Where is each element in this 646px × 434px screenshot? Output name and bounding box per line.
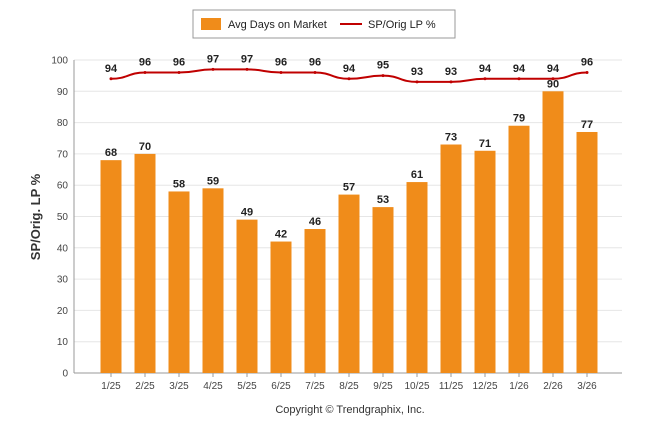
line-value-label: 94	[479, 63, 492, 75]
line-point	[313, 71, 317, 75]
bar	[202, 188, 224, 373]
line-point	[177, 71, 181, 75]
x-tick-label: 6/25	[271, 381, 291, 392]
line-point	[347, 77, 351, 81]
line-point	[517, 77, 521, 81]
line-point	[483, 77, 487, 81]
y-tick-label: 80	[57, 118, 69, 129]
label-layer: 68 70 58 59 49 42 46 57 53 61 73 71 79 90 77 94 96 96 97 97…	[105, 53, 593, 240]
y-tick-label: 90	[57, 87, 69, 98]
y-tick-label: 0	[62, 369, 68, 380]
x-tick-label: 3/26	[577, 381, 597, 392]
y-tick-label: 70	[57, 149, 69, 160]
y-axis-label: SP/Orig. LP %	[28, 173, 43, 260]
legend-line-label: SP/Orig LP %	[368, 19, 436, 31]
x-tick-label: 3/25	[169, 381, 189, 392]
line-point	[143, 71, 147, 75]
bar-value-label: 77	[581, 119, 593, 131]
line-value-label: 94	[343, 63, 356, 75]
bar-value-label: 73	[445, 132, 457, 144]
y-tick-label: 40	[57, 243, 69, 254]
bar	[304, 229, 326, 373]
line-point	[381, 74, 385, 78]
legend-bar-label: Avg Days on Market	[228, 19, 327, 31]
bar	[406, 182, 428, 373]
x-tick-label: 2/26	[543, 381, 563, 392]
bar-value-label: 79	[513, 113, 525, 125]
line-value-label: 96	[309, 57, 321, 69]
line-value-label: 96	[139, 57, 151, 69]
bar-value-label: 49	[241, 207, 253, 219]
bar-value-label: 90	[547, 78, 559, 90]
legend-box	[192, 9, 456, 39]
x-tick-label: 4/25	[203, 381, 223, 392]
bar-value-label: 59	[207, 175, 219, 187]
bar-value-label: 42	[275, 229, 287, 241]
y-tick-label: 10	[57, 337, 69, 348]
bar	[236, 219, 258, 373]
bar	[372, 207, 394, 373]
x-tick-label: 7/25	[305, 381, 325, 392]
bar	[576, 131, 598, 373]
line-point	[245, 67, 249, 71]
y-tick-label: 20	[57, 306, 69, 317]
line-point	[585, 71, 589, 75]
line-value-label: 94	[513, 63, 526, 75]
x-tick-label: 2/25	[135, 381, 155, 392]
line-value-label: 93	[445, 66, 457, 78]
x-tick-label: 8/25	[339, 381, 359, 392]
y-tick-label: 30	[57, 275, 69, 286]
bar	[542, 91, 564, 374]
line-value-label: 94	[105, 63, 118, 75]
bar	[168, 191, 190, 373]
x-tick-label: 12/25	[472, 381, 497, 392]
x-tick-label: 9/25	[373, 381, 393, 392]
line-value-label: 97	[241, 53, 253, 65]
line-point	[449, 80, 453, 84]
line-value-label: 97	[207, 53, 219, 65]
y-tick-label: 100	[51, 56, 68, 67]
bar	[440, 144, 462, 373]
bar	[474, 150, 496, 373]
x-tick-label: 1/25	[101, 381, 121, 392]
bar	[134, 153, 156, 373]
line-layer	[109, 67, 589, 84]
bar	[508, 125, 530, 373]
bar-value-label: 68	[105, 147, 117, 159]
bar-value-label: 57	[343, 182, 355, 194]
line-value-label: 94	[547, 63, 560, 75]
line-value-label: 96	[275, 57, 287, 69]
bar-layer	[100, 91, 598, 374]
bar-value-label: 58	[173, 178, 185, 190]
bar	[270, 241, 292, 373]
bar	[338, 194, 360, 373]
x-tick-label: 11/25	[439, 381, 464, 392]
line-value-label: 95	[377, 60, 389, 72]
line-value-label: 93	[411, 66, 423, 78]
legend: Avg Days on Market SP/Orig LP %	[192, 9, 456, 39]
line-point	[211, 67, 215, 71]
legend-bar-swatch	[201, 18, 221, 30]
line-point	[415, 80, 419, 84]
bar	[100, 160, 122, 373]
bar-value-label: 61	[411, 169, 423, 181]
line-value-label: 96	[173, 57, 185, 69]
line-value-label: 96	[581, 57, 593, 69]
axis-layer: 0 10 20 30 40 50 60 70 80 90 100 1/25 2/25 3/25 4/25 5/…	[51, 56, 622, 392]
x-tick-label: 10/25	[404, 381, 429, 392]
line-point	[279, 71, 283, 75]
x-tick-label: 5/25	[237, 381, 257, 392]
y-tick-label: 60	[57, 181, 69, 192]
bar-value-label: 46	[309, 216, 321, 228]
bar-value-label: 70	[139, 141, 151, 153]
line-point	[109, 77, 113, 81]
bar-value-label: 71	[479, 138, 491, 150]
line-point	[551, 77, 555, 81]
y-tick-label: 50	[57, 212, 69, 223]
x-tick-label: 1/26	[509, 381, 529, 392]
bar-value-label: 53	[377, 194, 389, 206]
copyright-text: Copyright © Trendgraphix, Inc.	[275, 404, 424, 416]
